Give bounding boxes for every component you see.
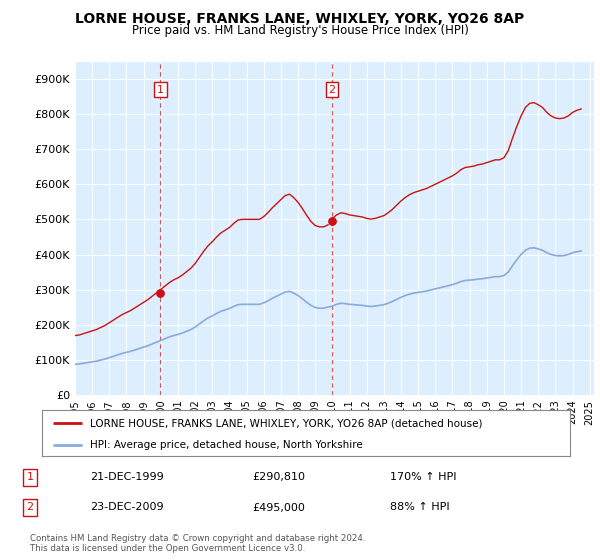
Text: 2: 2 [328,85,335,95]
Text: 2: 2 [26,502,34,512]
Text: Price paid vs. HM Land Registry's House Price Index (HPI): Price paid vs. HM Land Registry's House … [131,24,469,37]
Text: £290,810: £290,810 [252,472,305,482]
Text: 88% ↑ HPI: 88% ↑ HPI [390,502,449,512]
Text: Contains HM Land Registry data © Crown copyright and database right 2024.
This d: Contains HM Land Registry data © Crown c… [30,534,365,553]
Text: LORNE HOUSE, FRANKS LANE, WHIXLEY, YORK, YO26 8AP (detached house): LORNE HOUSE, FRANKS LANE, WHIXLEY, YORK,… [89,418,482,428]
Text: 21-DEC-1999: 21-DEC-1999 [90,472,164,482]
Text: 1: 1 [26,472,34,482]
Point [155,288,165,297]
Text: LORNE HOUSE, FRANKS LANE, WHIXLEY, YORK, YO26 8AP: LORNE HOUSE, FRANKS LANE, WHIXLEY, YORK,… [76,12,524,26]
Text: 1: 1 [157,85,164,95]
Text: 170% ↑ HPI: 170% ↑ HPI [390,472,457,482]
Text: 23-DEC-2009: 23-DEC-2009 [90,502,164,512]
Text: HPI: Average price, detached house, North Yorkshire: HPI: Average price, detached house, Nort… [89,440,362,450]
Point [327,217,337,226]
Text: £495,000: £495,000 [252,502,305,512]
